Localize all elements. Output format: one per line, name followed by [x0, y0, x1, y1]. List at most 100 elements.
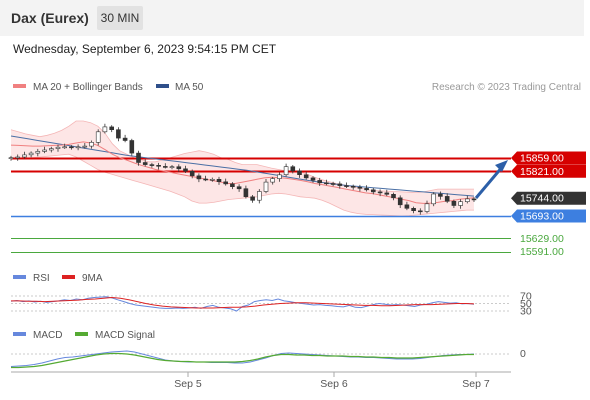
- candle-body: [223, 181, 228, 185]
- candle-body: [330, 183, 336, 185]
- candle-body: [95, 131, 101, 143]
- chart-header: Dax (Eurex) 30 MIN: [0, 0, 584, 36]
- candle-body: [75, 146, 81, 149]
- candle-body: [397, 197, 403, 206]
- price-levels-layer: [11, 157, 511, 253]
- candle-body: [444, 196, 450, 202]
- candle-body: [283, 166, 289, 175]
- candle-body: [424, 203, 430, 212]
- candle-body: [458, 201, 463, 206]
- candle-body: [169, 166, 175, 168]
- ma20-legend-label: MA 20 + Bollinger Bands: [33, 82, 143, 93]
- candle-body: [391, 194, 396, 199]
- timeframe-button[interactable]: 30 MIN: [97, 6, 143, 30]
- time-tick-label: Sep 6: [320, 378, 348, 390]
- candle-body: [297, 170, 302, 175]
- level-label-15859.00: 15859.00: [520, 153, 564, 165]
- candle-body: [142, 162, 148, 165]
- candle-body: [471, 198, 477, 201]
- candle-body: [270, 178, 276, 183]
- candle-body: [464, 198, 470, 202]
- candle-body: [324, 182, 329, 185]
- candle-body: [28, 152, 34, 156]
- bollinger-band-layer: [10, 120, 474, 217]
- candle-body: [48, 148, 54, 151]
- candle-body: [82, 145, 88, 148]
- candle-body: [438, 193, 443, 197]
- candle-body: [384, 192, 390, 195]
- candle-body: [116, 129, 121, 139]
- candle-body: [303, 174, 309, 179]
- macd-panel: 0: [10, 348, 526, 369]
- candle-body: [370, 189, 376, 193]
- candle-body: [451, 201, 457, 206]
- candle-body: [22, 154, 27, 158]
- candle-body: [377, 191, 383, 194]
- level-label-15744.00: 15744.00: [520, 193, 564, 205]
- ma50-line: [10, 135, 475, 197]
- bollinger-upper-line: [10, 120, 474, 194]
- candle-body: [277, 174, 282, 179]
- level-label-15821.00: 15821.00: [520, 166, 564, 178]
- candle-body: [317, 180, 323, 184]
- candle-body: [156, 165, 161, 167]
- macd-legend-swatch: [13, 332, 26, 336]
- candle-body: [136, 152, 141, 163]
- rsi-tick-label: 50: [520, 298, 532, 310]
- macd-signal-line: [11, 352, 474, 369]
- instrument-title: Dax (Eurex): [11, 10, 89, 26]
- rsi-ma-line: [11, 296, 475, 309]
- candles-layer: [8, 123, 477, 215]
- candle-body: [183, 168, 188, 172]
- level-tag-15859.00: [511, 151, 586, 165]
- candle-body: [337, 183, 343, 186]
- time-tick-label: Sep 7: [462, 378, 490, 390]
- candle-body: [129, 140, 135, 154]
- moving-averages-layer: [10, 135, 475, 204]
- ma50-legend-swatch: [156, 84, 169, 88]
- candle-body: [344, 185, 349, 187]
- level-label-15591.00: 15591.00: [520, 246, 564, 258]
- candle-body: [69, 146, 74, 149]
- candle-body: [350, 186, 356, 188]
- candle-body: [263, 181, 269, 192]
- candle-body: [243, 188, 249, 197]
- forecast-arrow-head: [495, 160, 508, 172]
- candle-body: [35, 151, 41, 154]
- candle-body: [290, 166, 296, 172]
- level-tag-15693.00: [511, 209, 586, 223]
- rsi-tick-label: 30: [520, 306, 532, 318]
- candle-body: [55, 146, 61, 149]
- candle-body: [216, 179, 222, 183]
- rsi-tick-label: 70: [520, 291, 532, 303]
- candle-body: [196, 175, 202, 180]
- candle-body: [42, 149, 47, 152]
- candle-body: [357, 187, 363, 189]
- candle-body: [189, 171, 195, 177]
- level-tag-15744.00: [511, 191, 586, 205]
- candle-body: [364, 188, 369, 191]
- macd-signal-legend-label: MACD Signal: [95, 330, 155, 341]
- candle-body: [8, 157, 14, 159]
- macd-signal-legend-swatch: [75, 332, 88, 336]
- candle-body: [89, 142, 94, 147]
- candle-body: [15, 156, 20, 159]
- rsi-ma-legend-swatch: [62, 275, 75, 279]
- candle-body: [431, 193, 437, 205]
- candle-body: [122, 137, 128, 141]
- level-label-15693.00: 15693.00: [520, 211, 564, 223]
- ma20-legend-swatch: [13, 84, 26, 88]
- candle-body: [236, 186, 242, 190]
- time-axis: Sep 5 Sep 6 Sep 7: [174, 372, 490, 390]
- credit-label: Research © 2023 Trading Central: [432, 82, 581, 93]
- bollinger-band-fill: [11, 121, 474, 216]
- candle-body: [203, 178, 208, 181]
- candle-body: [102, 126, 108, 133]
- ma20-line: [10, 141, 475, 204]
- rsi-line: [10, 296, 475, 312]
- candle-body: [417, 210, 423, 213]
- candle-body: [411, 208, 416, 212]
